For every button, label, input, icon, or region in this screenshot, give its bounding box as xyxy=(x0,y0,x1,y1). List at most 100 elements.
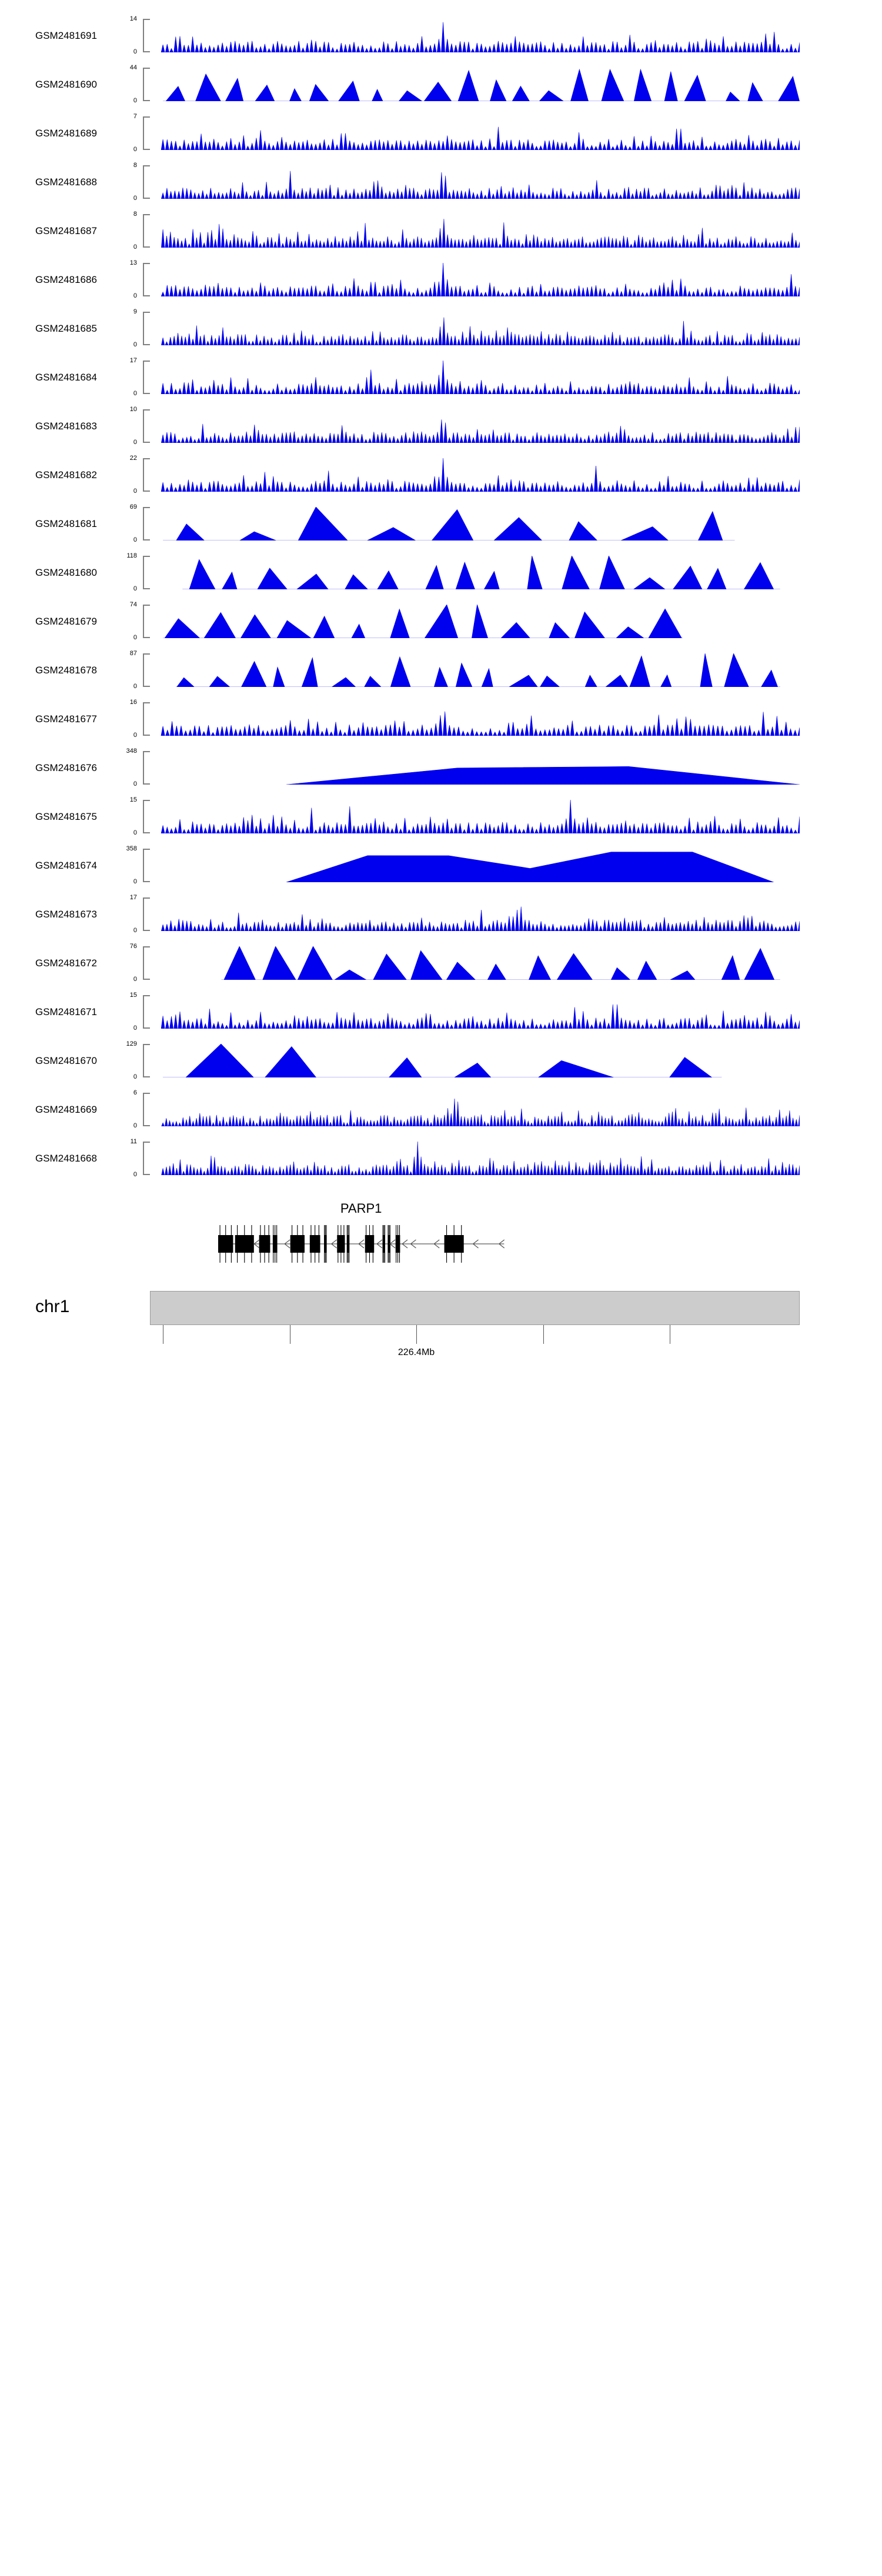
gene-annotation-track[interactable]: PARP1 xyxy=(0,1201,882,1277)
axis-spine xyxy=(143,507,144,540)
coverage-track[interactable]: GSM2481672 76 0 xyxy=(0,943,882,983)
strand-arrow-icon xyxy=(376,1239,383,1249)
axis-tick-max xyxy=(143,507,150,508)
coverage-track[interactable]: GSM2481677 16 0 xyxy=(0,699,882,739)
track-label: GSM2481688 xyxy=(35,176,97,188)
axis-min-label: 0 xyxy=(133,829,137,836)
coverage-track[interactable]: GSM2481673 17 0 xyxy=(0,895,882,934)
axis-max-label: 10 xyxy=(129,406,137,413)
axis-tick-min xyxy=(143,393,150,394)
track-y-axis: 22 0 xyxy=(0,455,150,495)
axis-max-label: 118 xyxy=(126,552,137,559)
coverage-area-chart xyxy=(161,263,800,296)
track-plot-area[interactable] xyxy=(150,312,800,345)
track-plot-area[interactable] xyxy=(150,653,800,687)
track-plot-area[interactable] xyxy=(150,214,800,248)
track-plot-area[interactable] xyxy=(150,1093,800,1126)
coverage-track[interactable]: GSM2481676 348 0 xyxy=(0,748,882,788)
track-y-axis: 358 0 xyxy=(0,845,150,885)
track-plot-area[interactable] xyxy=(150,946,800,980)
coverage-track[interactable]: GSM2481684 17 0 xyxy=(0,357,882,397)
axis-min-label: 0 xyxy=(133,195,137,202)
track-plot-area[interactable] xyxy=(150,800,800,833)
track-plot-area[interactable] xyxy=(150,263,800,296)
axis-max-label: 15 xyxy=(129,992,137,999)
track-plot-area[interactable] xyxy=(150,409,800,443)
coverage-track[interactable]: GSM2481670 129 0 xyxy=(0,1041,882,1080)
track-label: GSM2481691 xyxy=(35,29,97,41)
coverage-track[interactable]: GSM2481682 22 0 xyxy=(0,455,882,495)
coverage-track[interactable]: GSM2481675 15 0 xyxy=(0,797,882,836)
coverage-track[interactable]: GSM2481671 15 0 xyxy=(0,992,882,1032)
coverage-track[interactable]: GSM2481679 74 0 xyxy=(0,602,882,641)
coverage-track[interactable]: GSM2481686 13 0 xyxy=(0,260,882,299)
coverage-track[interactable]: GSM2481688 8 0 xyxy=(0,162,882,202)
strand-arrow-icon xyxy=(402,1239,408,1249)
ruler-tick xyxy=(543,1325,544,1344)
ideogram-bar[interactable] xyxy=(150,1291,800,1325)
track-plot-area[interactable] xyxy=(150,458,800,492)
track-label: GSM2481683 xyxy=(35,420,97,432)
coverage-track[interactable]: GSM2481687 8 0 xyxy=(0,211,882,251)
axis-spine xyxy=(143,995,144,1029)
axis-min-label: 0 xyxy=(133,732,137,739)
track-plot-area[interactable] xyxy=(150,751,800,785)
coverage-area-chart xyxy=(163,1044,722,1077)
axis-max-label: 11 xyxy=(130,1138,137,1145)
axis-max-label: 76 xyxy=(129,943,137,950)
coverage-area-path xyxy=(161,906,800,931)
coverage-area-chart xyxy=(161,458,800,492)
track-plot-area[interactable] xyxy=(150,897,800,931)
coverage-track[interactable]: GSM2481668 11 0 xyxy=(0,1138,882,1178)
track-plot-area[interactable] xyxy=(150,19,800,52)
coverage-track[interactable]: GSM2481674 358 0 xyxy=(0,845,882,885)
track-plot-area[interactable] xyxy=(150,165,800,199)
axis-max-label: 358 xyxy=(126,845,137,852)
axis-tick-min xyxy=(143,539,150,540)
axis-tick-min xyxy=(143,246,150,248)
track-plot-area[interactable] xyxy=(150,68,800,101)
coverage-track[interactable]: GSM2481689 7 0 xyxy=(0,114,882,153)
chromosome-label: chr1 xyxy=(35,1297,70,1316)
coverage-track[interactable]: GSM2481691 14 0 xyxy=(0,16,882,55)
track-plot-area[interactable] xyxy=(150,507,800,540)
axis-min-label: 0 xyxy=(133,1171,137,1178)
ruler-coordinate-label: 226.4Mb xyxy=(397,1347,435,1357)
coverage-area-path xyxy=(161,126,800,150)
axis-min-label: 0 xyxy=(133,48,137,55)
strand-arrow-icon xyxy=(389,1239,396,1249)
coverage-area-path xyxy=(161,263,800,296)
axis-min-label: 0 xyxy=(133,878,137,885)
track-plot-area[interactable] xyxy=(150,361,800,394)
track-y-axis: 44 0 xyxy=(0,65,150,104)
coverage-track[interactable]: GSM2481678 87 0 xyxy=(0,650,882,690)
axis-max-label: 17 xyxy=(129,357,137,364)
axis-spine xyxy=(143,946,144,980)
axis-spine xyxy=(143,1044,144,1077)
track-plot-area[interactable] xyxy=(150,1044,800,1077)
axis-min-label: 0 xyxy=(133,976,137,983)
coverage-track[interactable]: GSM2481681 69 0 xyxy=(0,504,882,543)
axis-tick-min xyxy=(143,1027,150,1029)
coverage-track[interactable]: GSM2481685 9 0 xyxy=(0,309,882,348)
track-plot-area[interactable] xyxy=(150,849,800,882)
track-plot-area[interactable] xyxy=(150,116,800,150)
track-plot-area[interactable] xyxy=(150,702,800,736)
track-plot-area[interactable] xyxy=(150,1142,800,1175)
axis-tick-min xyxy=(143,490,150,492)
axis-spine xyxy=(143,19,144,52)
coverage-area-chart xyxy=(161,22,800,52)
coverage-track[interactable]: GSM2481680 118 0 xyxy=(0,552,882,592)
strand-arrow-icon xyxy=(410,1239,416,1249)
track-plot-area[interactable] xyxy=(150,995,800,1029)
coverage-track[interactable]: GSM2481683 10 0 xyxy=(0,406,882,446)
axis-min-label: 0 xyxy=(133,1025,137,1032)
track-plot-area[interactable] xyxy=(150,556,800,589)
coverage-track[interactable]: GSM2481690 44 0 xyxy=(0,65,882,104)
coverage-track[interactable]: GSM2481669 6 0 xyxy=(0,1090,882,1129)
coverage-area-path xyxy=(286,852,774,882)
track-plot-area[interactable] xyxy=(150,605,800,638)
coverage-area-chart xyxy=(161,419,800,443)
